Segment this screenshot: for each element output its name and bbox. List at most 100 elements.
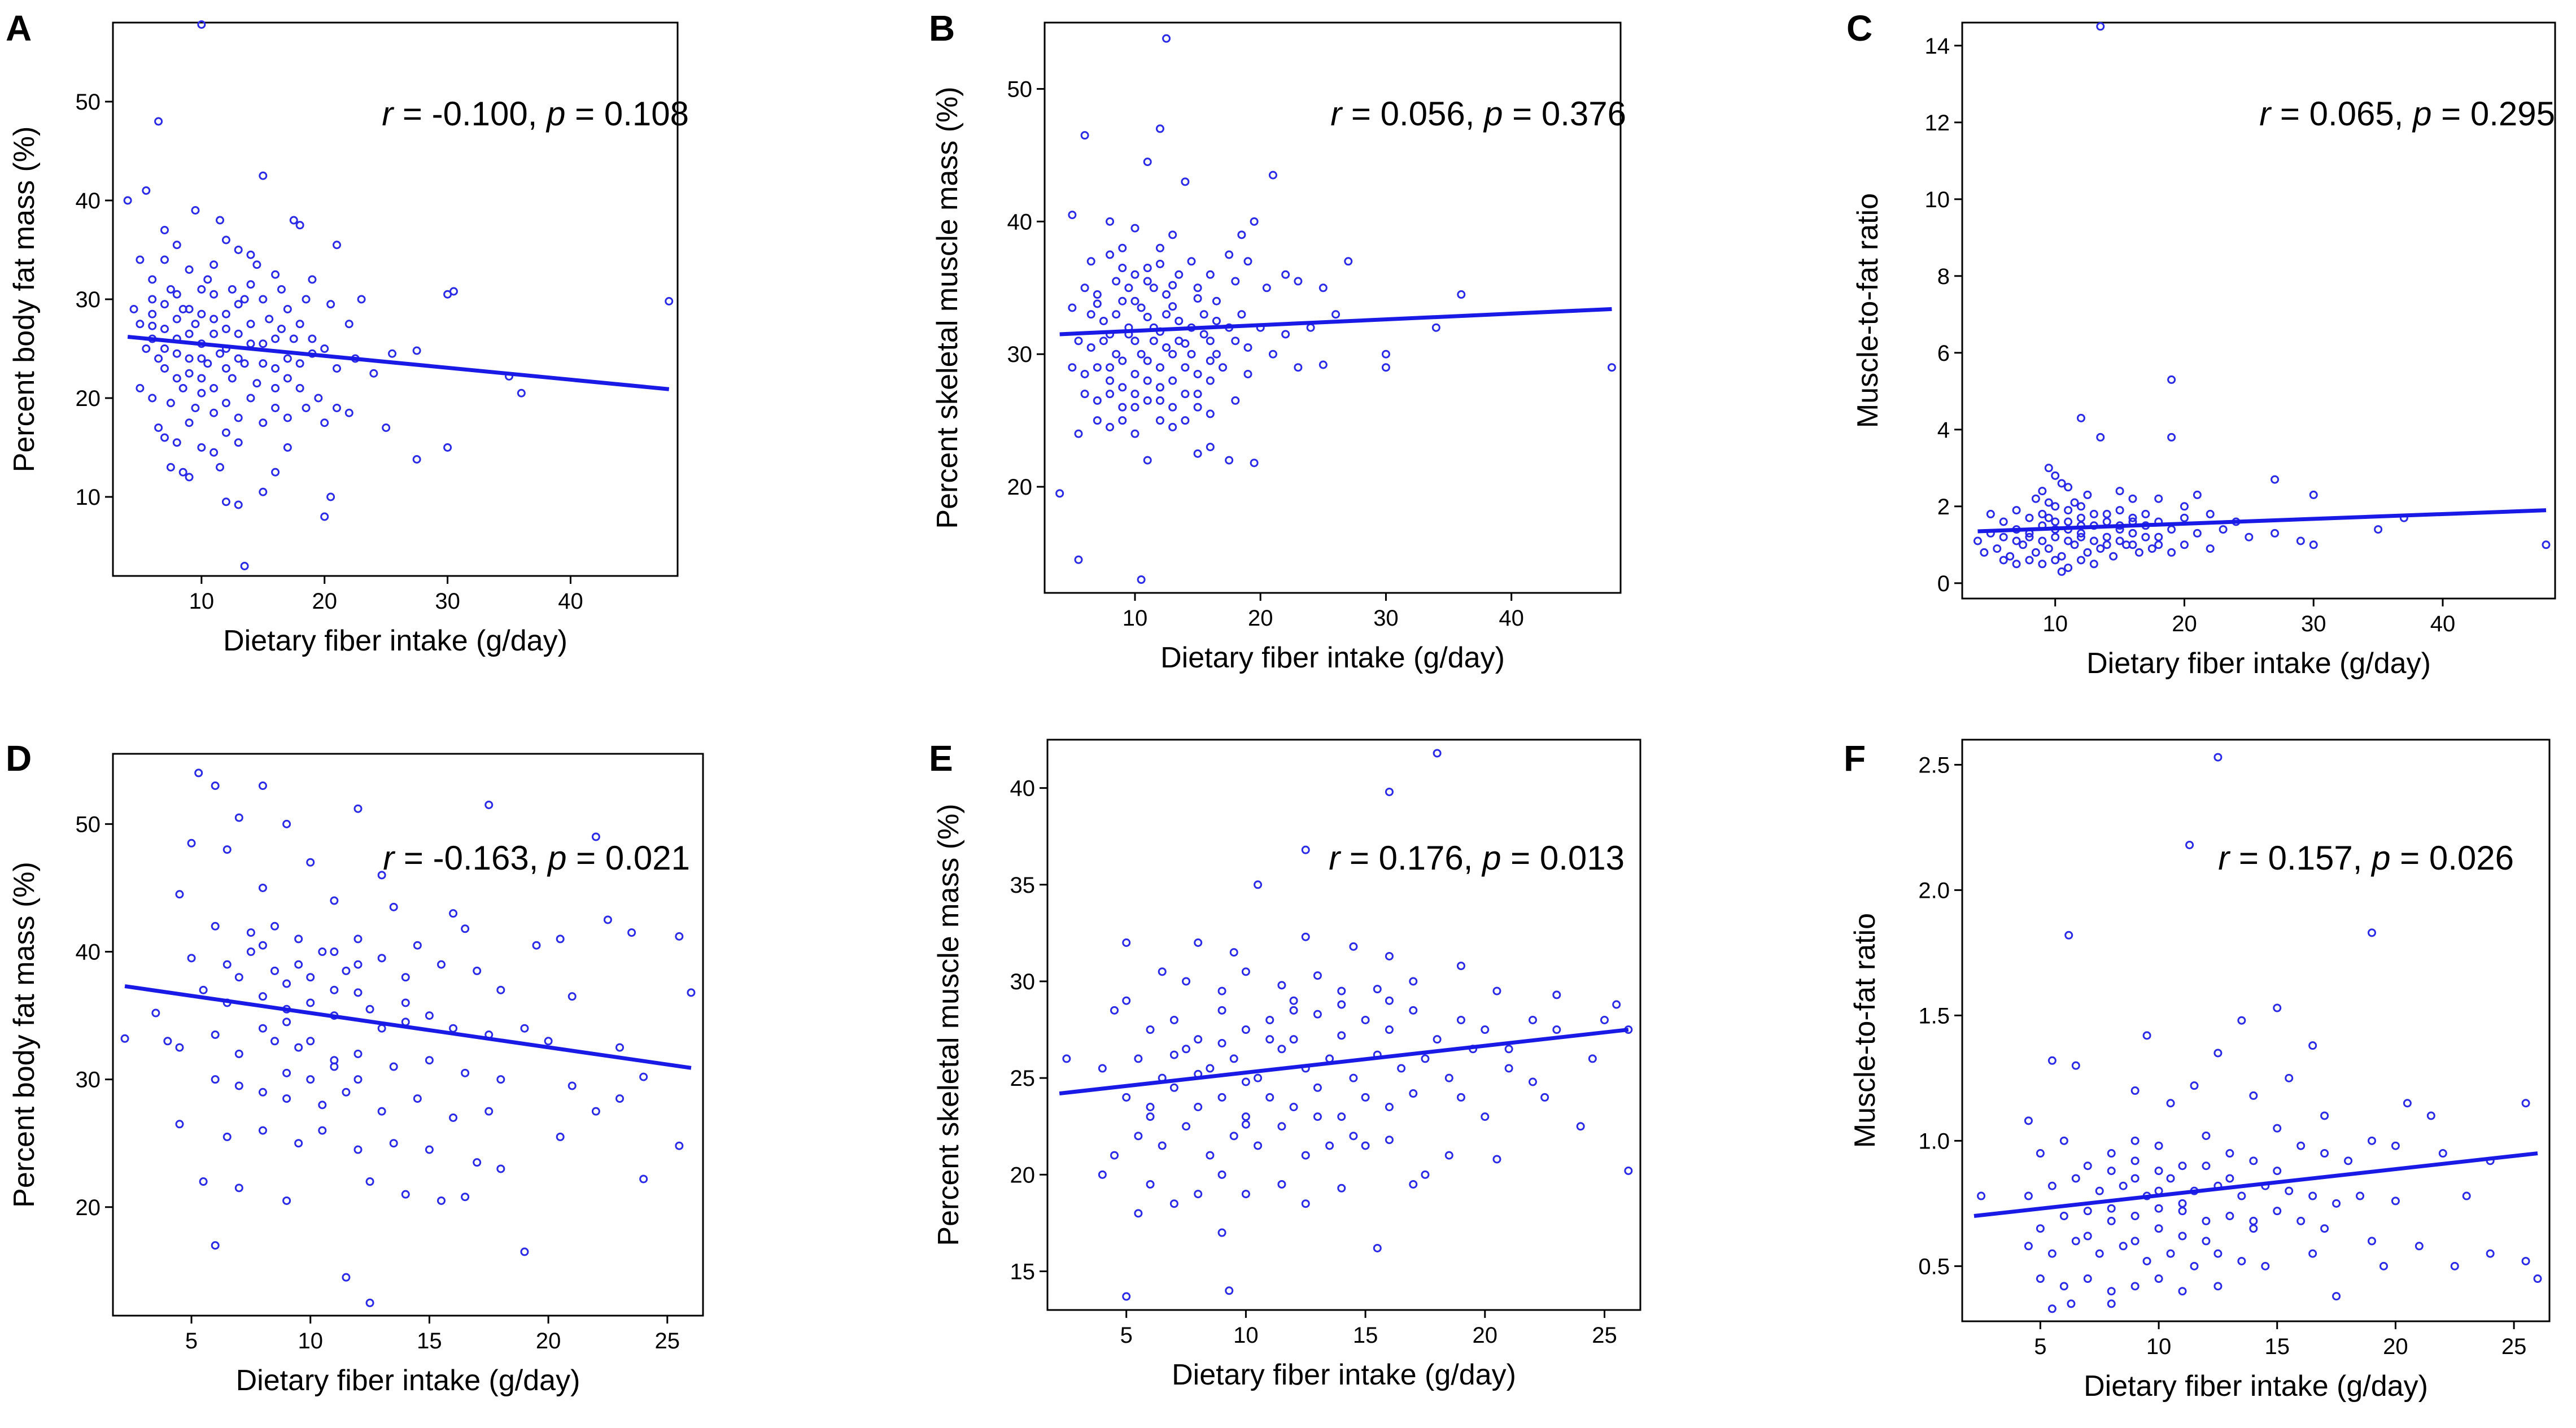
data-point [259,171,268,180]
data-point [175,1120,184,1129]
data-point [2249,1216,2258,1225]
data-point [129,305,138,313]
data-point [148,309,157,318]
data-point [1093,290,1102,299]
data-point [211,1075,220,1084]
data-point [1181,390,1190,399]
data-point [221,325,230,333]
data-point [1265,1093,1274,1102]
data-point [1068,363,1077,372]
data-point [333,364,342,373]
data-point [1193,283,1202,292]
data-point [1409,1180,1418,1189]
data-point [2024,1191,2033,1200]
data-point [2038,560,2047,569]
x-tick-label: 5 [185,1329,198,1353]
data-point [314,394,323,403]
data-point [639,1174,648,1184]
plot-frame [1961,21,2556,600]
data-point [1349,942,1358,951]
data-point [1229,1132,1238,1141]
data-point [1169,1015,1178,1024]
data-point [2141,509,2150,518]
data-point [154,423,163,432]
data-point [258,1024,267,1033]
data-point [1325,1141,1334,1150]
data-point [1552,1025,1561,1034]
data-point [234,438,243,447]
data-point [1199,330,1208,339]
data-point [591,1107,600,1116]
data-point [1600,1015,1609,1024]
data-point [2332,1199,2341,1208]
data-point [2309,540,2318,549]
data-point [1528,1015,1537,1024]
data-point [1193,390,1202,399]
data-point [1155,383,1164,392]
data-point [1118,416,1127,425]
data-point [1241,1120,1250,1129]
data-point [2542,540,2551,549]
data-point [240,359,249,368]
data-point [306,1037,315,1046]
data-point [1143,396,1152,405]
data-point [2107,1167,2116,1176]
stat-r-text: = 0.176, [1340,839,1482,877]
data-point [2044,513,2053,522]
data-point [1225,456,1234,465]
data-point [265,315,274,324]
data-point [1168,302,1177,311]
data-point [259,418,268,427]
data-point [2119,1181,2128,1190]
data-point [1168,376,1177,385]
data-point [1237,310,1246,319]
data-point [318,1126,327,1135]
data-point [1175,270,1184,279]
data-point [1181,363,1190,372]
data-point [2202,1131,2211,1140]
y-tick-label: 4 [1937,418,1950,443]
data-point [1212,316,1221,325]
data-point [1080,369,1089,378]
data-point [2064,506,2073,515]
data-point [1250,458,1259,468]
data-point [1130,369,1139,378]
data-point [185,354,194,363]
data-point [2202,1237,2211,1246]
y-tick-label: 35 [1010,873,1036,898]
data-point [2076,502,2085,511]
data-point [197,443,206,452]
data-point [1973,536,1982,545]
stat-r-symbol: r [382,95,394,133]
data-point [234,1081,243,1090]
data-point [1158,1141,1167,1150]
data-point [2089,536,2098,545]
data-point [320,512,329,521]
data-point [1194,938,1203,947]
y-tick-label: 20 [76,386,101,411]
data-point [1118,356,1127,365]
data-point [377,1107,386,1116]
data-point [412,346,421,355]
data-point [2071,1237,2080,1246]
data-point [197,20,206,29]
stat-p-symbol: p [2412,95,2431,133]
data-point [1149,283,1158,292]
data-point [449,1113,458,1122]
data-point [234,1184,243,1193]
data-point [2154,1167,2163,1176]
data-point [1168,422,1177,431]
data-point [2219,525,2228,534]
data-point [1212,350,1221,359]
data-point [252,379,261,388]
data-point [197,354,206,363]
data-point [2320,1224,2329,1233]
data-point [2178,1287,2187,1296]
data-point [2213,753,2223,762]
data-point [2166,1099,2175,1108]
data-point [234,973,243,982]
y-tick-label: 10 [76,485,101,510]
data-point [163,1037,172,1046]
y-tick-label: 20 [1010,1163,1036,1187]
data-point [2154,1224,2163,1233]
